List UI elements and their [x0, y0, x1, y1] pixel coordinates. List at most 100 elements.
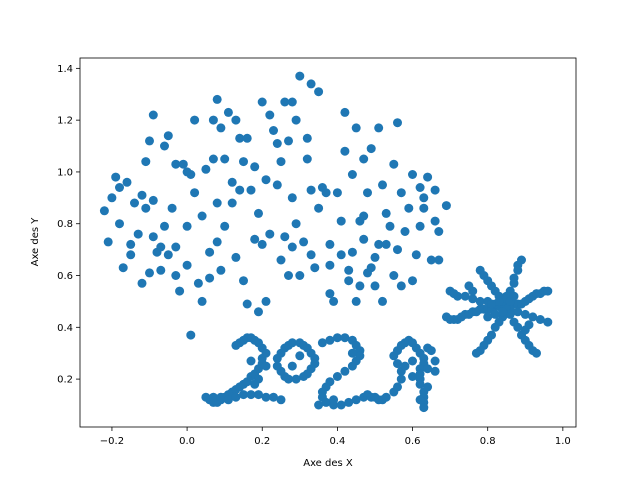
data-point	[257, 97, 267, 107]
data-point	[385, 221, 395, 231]
data-point	[374, 123, 384, 133]
data-point	[513, 322, 523, 332]
data-point	[336, 250, 346, 260]
data-point	[235, 133, 245, 143]
data-point	[190, 115, 200, 125]
data-point	[317, 338, 327, 348]
data-point	[115, 219, 124, 229]
data-point	[242, 299, 252, 309]
data-point	[137, 190, 147, 200]
y-tick-label: 1.4	[57, 64, 73, 75]
data-point	[415, 379, 425, 389]
data-point	[190, 188, 200, 198]
data-point	[423, 172, 433, 182]
data-point	[276, 157, 286, 167]
data-point	[408, 170, 417, 179]
data-point	[148, 232, 158, 242]
data-point	[254, 208, 263, 218]
data-point	[115, 183, 124, 192]
data-point	[171, 271, 181, 280]
data-point	[220, 221, 230, 231]
data-point	[314, 203, 324, 213]
data-point	[205, 273, 215, 283]
data-point	[340, 146, 350, 156]
data-point	[419, 403, 429, 413]
x-axis-label: Axe des X	[303, 458, 353, 469]
data-point	[182, 221, 192, 231]
data-point	[156, 265, 166, 275]
data-point	[261, 175, 271, 185]
data-point	[160, 141, 169, 151]
data-point	[366, 263, 376, 273]
data-point	[160, 221, 169, 231]
data-point	[393, 359, 402, 369]
data-point	[284, 271, 293, 280]
data-point	[363, 188, 372, 198]
data-point	[265, 110, 275, 120]
data-point	[389, 271, 399, 280]
data-point	[498, 307, 508, 317]
data-point	[130, 198, 139, 208]
y-tick-label: 0.8	[57, 219, 73, 230]
data-point	[490, 322, 500, 332]
data-point	[163, 131, 173, 141]
data-point	[494, 296, 504, 306]
data-point	[396, 374, 406, 384]
data-point	[111, 172, 121, 182]
data-point	[378, 296, 387, 306]
data-point	[396, 281, 406, 291]
data-point	[355, 281, 365, 291]
x-axis-ticks: −0.2 0.0 0.2 0.4 0.6 0.8 1.0	[100, 427, 571, 447]
data-point	[520, 309, 530, 319]
x-tick-label: 0.8	[480, 436, 496, 447]
data-point	[487, 299, 496, 309]
data-point	[426, 255, 436, 265]
data-point	[239, 390, 248, 400]
data-point	[389, 159, 399, 169]
data-point	[208, 115, 218, 125]
data-point	[400, 227, 410, 236]
data-point	[344, 397, 354, 407]
data-point	[471, 348, 481, 358]
data-point	[423, 364, 433, 374]
data-point	[201, 164, 211, 174]
data-point	[280, 232, 290, 242]
plot-area-frame	[79, 57, 577, 428]
data-point	[287, 97, 297, 107]
data-point	[261, 392, 271, 402]
data-point	[163, 250, 173, 260]
data-point	[419, 203, 429, 213]
data-point	[254, 307, 263, 317]
data-point	[340, 333, 350, 343]
data-point	[302, 133, 312, 143]
scatter-points	[99, 71, 553, 413]
data-point	[321, 397, 331, 407]
data-point	[295, 351, 305, 361]
data-point	[295, 271, 305, 280]
data-point	[223, 107, 233, 117]
data-point	[103, 237, 113, 247]
data-point	[126, 250, 136, 260]
data-point	[430, 356, 440, 366]
data-point	[434, 255, 444, 265]
data-point	[396, 188, 406, 198]
data-point	[453, 291, 463, 301]
data-point	[227, 198, 237, 208]
data-point	[351, 296, 361, 306]
data-point	[261, 361, 271, 371]
data-point	[370, 252, 380, 262]
data-point	[329, 296, 339, 306]
data-point	[325, 335, 335, 345]
data-point	[404, 203, 414, 213]
data-point	[287, 338, 297, 348]
data-point	[378, 180, 387, 190]
data-point	[411, 250, 421, 260]
data-point	[223, 395, 233, 405]
data-point	[171, 159, 181, 169]
data-point	[182, 260, 192, 270]
data-point	[441, 201, 451, 211]
data-point	[126, 239, 136, 249]
data-point	[329, 395, 339, 405]
x-tick-label: 0.4	[329, 436, 345, 447]
